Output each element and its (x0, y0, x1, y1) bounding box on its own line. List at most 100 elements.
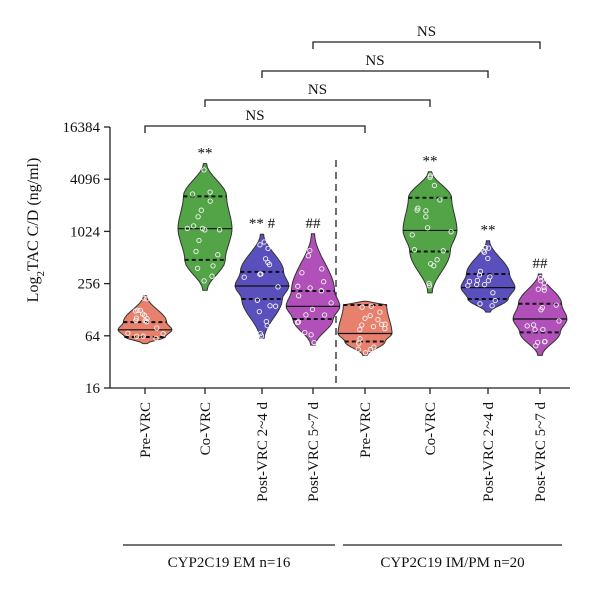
violin-point (492, 297, 498, 304)
violin-point (540, 326, 546, 333)
violin-point (321, 312, 328, 318)
comparison-brackets: NS NS NS NS (144, 24, 541, 133)
violin-point (275, 284, 281, 290)
violin-point (431, 263, 437, 269)
violin-point (489, 303, 495, 309)
violin-point (189, 191, 196, 197)
category-label: Post-VRC 2~4 d (255, 402, 271, 502)
violin-point (305, 253, 311, 259)
violin-point (258, 271, 264, 277)
violin-point (535, 286, 541, 292)
violin-point (362, 315, 368, 321)
violin-point (532, 326, 538, 333)
comparison-bracket (261, 70, 489, 78)
violin-point (201, 167, 207, 173)
group-label: CYP2C19 IM/PM n=20 (380, 555, 524, 571)
significance-annotation: ** # (249, 216, 276, 232)
violin-point (311, 339, 317, 346)
comparison-bracket (204, 99, 431, 107)
violin-point (524, 323, 530, 329)
y-tick-label: 1024 (70, 224, 101, 240)
violin-point (296, 293, 302, 299)
violin-point (466, 278, 473, 285)
violin-point (437, 197, 443, 203)
violin-point (490, 290, 496, 296)
comparison-label: NS (365, 53, 384, 69)
violin-point (359, 304, 365, 310)
significance-annotation: ** (423, 154, 438, 170)
violin-point (357, 326, 363, 333)
violin-point (215, 252, 221, 258)
violin-point (132, 308, 139, 314)
violin-point (485, 245, 492, 251)
violin-point (303, 312, 309, 318)
violin-point (367, 346, 374, 353)
violin-point (553, 302, 559, 308)
violin-point (309, 306, 316, 313)
violin-point (535, 339, 541, 346)
violin-point (537, 274, 544, 281)
violin-point (440, 248, 446, 254)
violin-point (538, 307, 544, 313)
violin-point (184, 225, 190, 232)
violin-point (328, 300, 334, 306)
y-tick-label: 16384 (63, 120, 101, 136)
violin-point (134, 333, 140, 340)
violin-point (267, 303, 273, 309)
violin-point (367, 312, 373, 319)
violin-point (431, 182, 438, 189)
violin-point (207, 198, 213, 204)
violin-point (476, 272, 483, 278)
violin-point (368, 303, 374, 309)
comparison-label: NS (308, 82, 327, 98)
violin-point (201, 278, 207, 284)
violin-point (530, 322, 537, 328)
y-tick-label: 4096 (70, 172, 101, 188)
violin-point (299, 270, 305, 276)
y-tick-label: 16 (85, 381, 101, 397)
violin-point (135, 307, 141, 314)
violin-body (285, 233, 341, 346)
significance-annotation: ## (306, 216, 322, 232)
violin-point (210, 263, 216, 269)
violin-point (409, 232, 415, 238)
violin-point (193, 248, 199, 255)
significance-annotation: ** (198, 146, 213, 162)
violin-body (512, 273, 568, 356)
violin-point (256, 308, 262, 315)
violin-point (318, 288, 324, 294)
violin-point (487, 274, 493, 280)
violin-point (434, 257, 440, 263)
violin-point (379, 321, 385, 328)
violin-point (307, 247, 313, 254)
violin-point (356, 340, 362, 346)
violin-point (257, 330, 264, 337)
violin-point (448, 229, 454, 235)
violin-point (125, 330, 131, 336)
violin-point (321, 279, 327, 285)
significance-annotation: ## (533, 256, 549, 272)
violin-point (295, 283, 301, 289)
category-label: Post-VRC 2~4 d (481, 402, 497, 502)
violin-point (153, 335, 159, 342)
violin-point (538, 277, 544, 284)
violin-point (137, 307, 144, 314)
violin-point (140, 333, 146, 339)
group-labels: CYP2C19 EM n=16 CYP2C19 IM/PM n=20 (123, 544, 562, 571)
y-axis-label-prefix: Log (25, 277, 42, 303)
violin-point (556, 318, 562, 324)
violin-point (263, 318, 269, 325)
violin-point (377, 309, 383, 315)
violin-point (426, 280, 432, 287)
violin-point (141, 312, 148, 318)
violin-point (133, 315, 140, 321)
violin-point (480, 248, 487, 254)
violin-point (424, 225, 431, 231)
violin-body (177, 163, 233, 291)
violin-point (216, 227, 223, 233)
violin-point (160, 330, 166, 337)
y-tick-label: 64 (85, 329, 101, 345)
y-axis-label-rest: TAC C/D (ng/ml) (25, 158, 42, 271)
violin-point (485, 255, 491, 262)
